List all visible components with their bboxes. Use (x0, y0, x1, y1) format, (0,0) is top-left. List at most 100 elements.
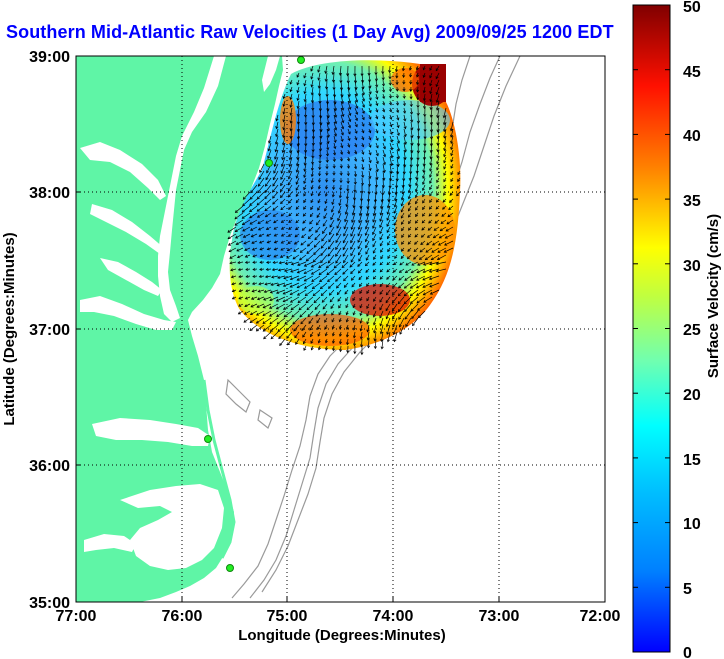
velocity-vector-head (359, 344, 364, 348)
velocity-vector-head (329, 232, 332, 236)
y-tick-label: 37:00 (29, 322, 70, 339)
velocity-vector (313, 247, 321, 255)
velocity-vector (414, 233, 419, 238)
velocity-vector-head (292, 321, 296, 325)
velocity-vector-head (385, 308, 389, 312)
velocity-vector-head (387, 249, 391, 253)
velocity-vector-head (251, 289, 255, 293)
velocity-vector (347, 107, 351, 116)
velocity-vector (288, 212, 293, 217)
velocity-vector-head (450, 147, 454, 151)
velocity-vector-head (403, 133, 407, 138)
velocity-vector (416, 79, 419, 85)
x-tick-label: 73:00 (479, 608, 520, 625)
velocity-vector (439, 233, 447, 239)
velocity-vector-head (300, 242, 304, 246)
velocity-vector (311, 268, 321, 275)
velocity-vector (319, 128, 322, 139)
velocity-vector (238, 275, 244, 278)
velocity-vector-head (305, 300, 309, 304)
velocity-vector-head (415, 285, 420, 289)
velocity-vector (410, 303, 419, 312)
colorbar-gradient (632, 4, 671, 653)
velocity-vector (304, 156, 307, 166)
velocity-vector-head (296, 97, 300, 102)
velocity-vector (287, 247, 293, 252)
velocity-vector (350, 254, 356, 263)
velocity-vector-head (238, 289, 242, 293)
velocity-vector (423, 261, 433, 266)
velocity-vector-head (419, 249, 423, 253)
velocity-vector-head (276, 321, 280, 325)
velocity-vector (392, 289, 398, 296)
velocity-vector-head (456, 185, 460, 190)
velocity-vector (346, 191, 349, 199)
velocity-vector-head (428, 213, 432, 217)
velocity-vector (326, 79, 328, 89)
velocity-vector-head (354, 93, 359, 97)
york-river (100, 258, 162, 296)
velocity-vector-head (409, 285, 413, 289)
velocity-vector (258, 226, 265, 231)
velocity-vector-head (303, 271, 307, 275)
velocity-vector (403, 156, 406, 167)
velocity-vector-head (407, 234, 411, 238)
velocity-vector-head (227, 229, 231, 233)
velocity-vector (276, 296, 286, 302)
velocity-vector-head (358, 213, 362, 217)
velocity-vector-head (338, 319, 342, 323)
velocity-vector-head (414, 234, 418, 238)
velocity-vector-head (401, 228, 404, 232)
velocity-vector (350, 240, 356, 250)
velocity-vector-head (404, 316, 408, 320)
velocity-vector-head (393, 216, 397, 220)
velocity-vector-head (359, 290, 363, 294)
velocity-vector (290, 275, 300, 280)
velocity-vector (257, 184, 265, 193)
velocity-vector-head (273, 254, 277, 258)
velocity-vector (436, 261, 447, 265)
velocity-vector (417, 114, 419, 124)
velocity-vector-head (319, 286, 323, 290)
velocity-vector (389, 114, 392, 120)
velocity-vector-head (258, 176, 262, 180)
velocity-vector (333, 142, 336, 149)
velocity-vector (306, 254, 314, 262)
velocity-vector (347, 86, 351, 97)
velocity-vector (336, 226, 342, 236)
velocity-vector (326, 93, 329, 104)
velocity-vector-head (288, 219, 292, 223)
velocity-vector-head (359, 312, 363, 317)
station-1 (297, 56, 305, 64)
velocity-vector-head (429, 168, 433, 172)
velocity-vector-head (426, 242, 430, 246)
velocity-vector-head (422, 82, 426, 86)
velocity-vector (382, 100, 385, 106)
velocity-vector-head (330, 305, 334, 309)
velocity-vector (361, 100, 365, 108)
velocity-vector-head (282, 127, 286, 131)
velocity-vector-head (361, 130, 365, 134)
velocity-vector (309, 219, 314, 225)
velocity-vector-head (320, 260, 324, 264)
velocity-vector (423, 65, 426, 70)
velocity-vector-head (345, 204, 349, 208)
velocity-vector-head (388, 95, 393, 99)
velocity-vector (339, 65, 342, 76)
velocity-vector-head (429, 136, 434, 140)
velocity-vector (380, 331, 384, 342)
velocity-vector (318, 79, 321, 89)
velocity-vector (289, 282, 300, 288)
velocity-vector-head (295, 220, 299, 224)
velocity-vector-head (359, 297, 363, 302)
velocity-vector-head (398, 316, 402, 320)
velocity-vector (250, 184, 258, 193)
velocity-vector (293, 324, 300, 332)
velocity-vector-head (394, 255, 398, 259)
velocity-vector-head (352, 291, 355, 295)
velocity-vector (394, 226, 398, 232)
velocity-vector-head (249, 209, 253, 213)
velocity-vector (336, 219, 342, 229)
velocity-vector (389, 149, 393, 158)
colorbar-tick-labels: 50 45 40 35 30 25 20 15 10 5 0 (683, 0, 701, 659)
